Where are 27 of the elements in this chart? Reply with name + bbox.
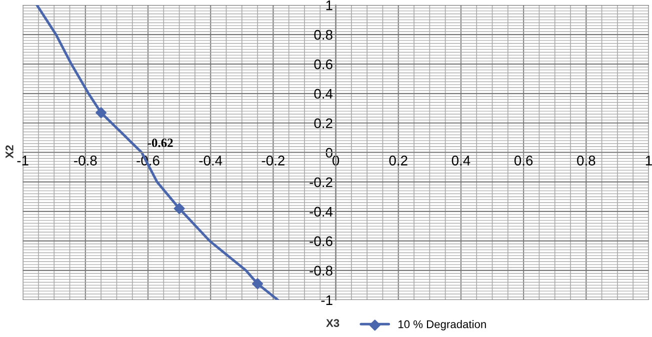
y-tick-label: 1 [326, 0, 332, 10]
y-tick-label: 0.4 [314, 88, 333, 99]
x-tick-label: 0.8 [577, 156, 596, 166]
point [96, 107, 107, 118]
x-tick-label: 0.4 [452, 156, 470, 166]
y-tick-label: 0.8 [314, 30, 332, 40]
x-axis-title: X3 [326, 319, 340, 328]
x-tick-label: -0.2 [262, 156, 284, 166]
x-tick-label: 0.2 [389, 156, 408, 166]
y-tick-label: -0.4 [310, 206, 333, 217]
x-tick-label: -1 [17, 156, 28, 166]
y-axis-title: X2 [6, 145, 14, 158]
x-tick-label: 0.6 [514, 156, 533, 166]
y-tick-label: -0.8 [310, 266, 332, 276]
x-tick-label: 1 [646, 156, 652, 166]
y-tick-label: 0.6 [314, 59, 332, 70]
y-tick-label: -1 [321, 295, 332, 305]
y-tick-label: -0.6 [310, 236, 332, 246]
y-tick-label: -0.2 [310, 177, 332, 188]
point [174, 203, 185, 214]
x-tick-label: -0.8 [74, 156, 97, 166]
annotation: -0.62 [148, 138, 173, 148]
x-tick-label: -0.4 [199, 156, 222, 166]
point [252, 278, 264, 290]
x-tick-label: 0 [332, 156, 340, 166]
y-tick-label: 0.2 [314, 118, 332, 128]
legend-label: 10 % Degradation [398, 320, 486, 330]
